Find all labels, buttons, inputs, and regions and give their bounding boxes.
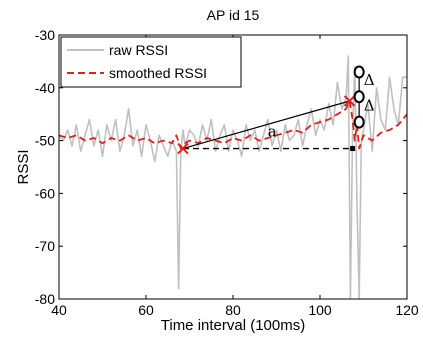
y-tick-label: -40: [35, 80, 55, 96]
delta-label-2: Δ: [364, 97, 375, 115]
series-raw-rssi: [59, 55, 407, 299]
y-tick-label: -30: [35, 27, 55, 43]
y-tick-label: -60: [35, 185, 55, 201]
delta-circle-1: [353, 65, 365, 79]
delta-circle-3: [353, 115, 365, 129]
x-tick-label: 120: [395, 302, 419, 318]
angle-label: a: [268, 122, 277, 140]
end-square-marker: [350, 146, 356, 152]
y-tick-label: -50: [35, 133, 55, 149]
legend: raw RSSI smoothed RSSI: [60, 36, 242, 88]
x-marker-1: [177, 142, 189, 155]
y-tick-label: -80: [35, 291, 55, 307]
x-tick-label: 60: [138, 302, 154, 318]
delta-circle-2: [353, 90, 365, 104]
annotation-layer: a ΔΔ: [177, 65, 375, 155]
x-tick-label: 100: [308, 302, 332, 318]
ticks-layer: 40 60 80 100 120 -30 -40 -50 -60 -70 -80: [35, 27, 419, 318]
x-tick-label: 80: [225, 302, 241, 318]
x-marker-2: [343, 95, 356, 107]
legend-label-smoothed: smoothed RSSI: [109, 65, 207, 81]
series-smoothed-rssi: [59, 100, 407, 150]
chart-title: AP id 15: [207, 7, 260, 23]
legend-label-raw: raw RSSI: [109, 42, 168, 58]
y-axis-title: RSSI: [15, 149, 32, 184]
series-layer: [59, 55, 407, 299]
secant-line: [182, 100, 350, 150]
x-tick-label: 40: [51, 302, 67, 318]
y-tick-label: -70: [35, 238, 55, 254]
delta-label-1: Δ: [364, 71, 375, 89]
x-axis-title: Time interval (100ms): [161, 317, 305, 334]
legend-box: [60, 36, 242, 88]
